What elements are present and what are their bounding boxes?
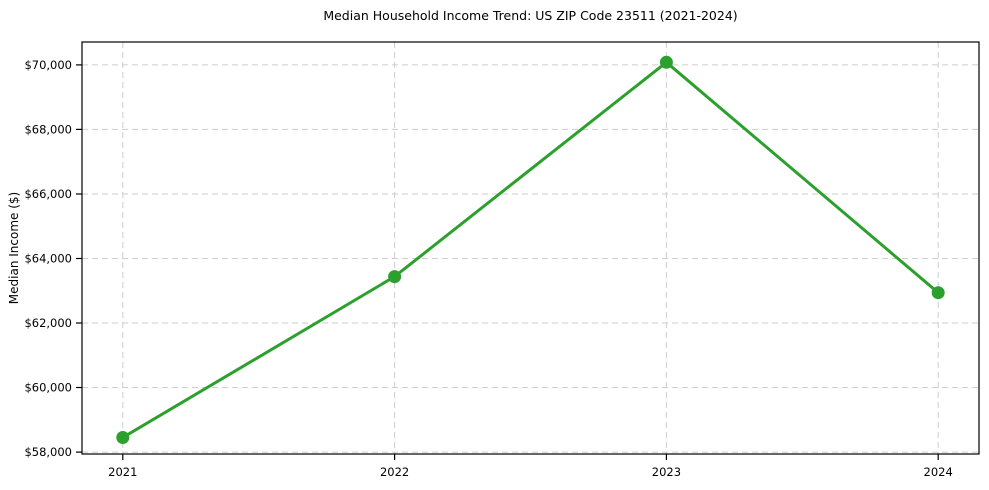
y-axis-label: Median Income ($) bbox=[7, 191, 21, 305]
x-tick-label: 2023 bbox=[652, 465, 681, 479]
y-tick-label: $60,000 bbox=[24, 381, 72, 395]
x-tick-label: 2021 bbox=[108, 465, 137, 479]
y-tick-label: $70,000 bbox=[24, 58, 72, 72]
plot-frame bbox=[81, 41, 980, 455]
data-point-marker bbox=[931, 286, 945, 300]
income-trend-line bbox=[121, 60, 940, 439]
data-point-marker bbox=[116, 431, 130, 444]
y-tick-label: $68,000 bbox=[24, 122, 72, 136]
x-tick-label: 2022 bbox=[380, 465, 409, 479]
x-tick-label: 2024 bbox=[924, 465, 953, 479]
y-tick-label: $64,000 bbox=[24, 252, 72, 266]
data-point-marker bbox=[388, 270, 402, 284]
y-tick-label: $58,000 bbox=[24, 445, 72, 459]
y-tick-label: $66,000 bbox=[24, 187, 72, 201]
data-point-marker bbox=[659, 55, 673, 69]
chart-title: Median Household Income Trend: US ZIP Co… bbox=[323, 8, 738, 23]
y-tick-label: $62,000 bbox=[24, 316, 72, 330]
